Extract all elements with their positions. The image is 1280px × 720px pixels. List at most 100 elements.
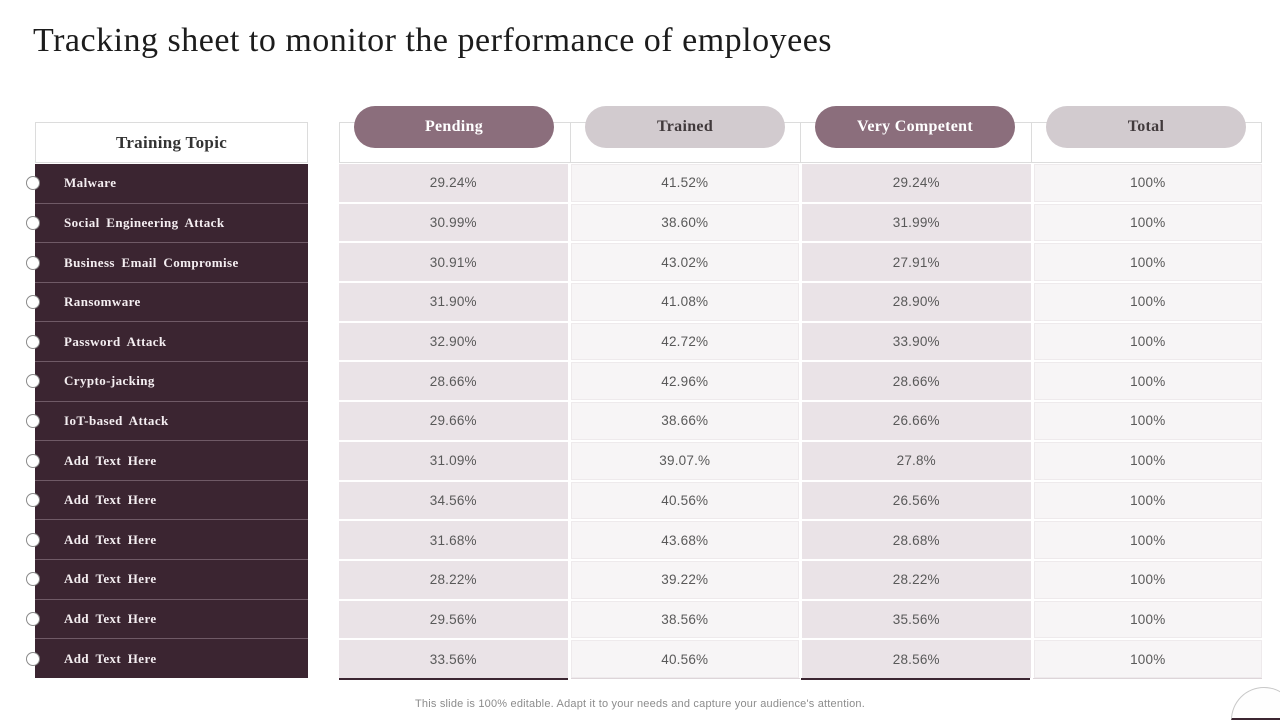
bullet-circle-icon <box>26 215 40 230</box>
table-cell: 28.66% <box>802 362 1031 401</box>
table-cell: 100% <box>1033 283 1262 321</box>
bullet-circle-icon <box>26 413 40 428</box>
table-row-topic[interactable]: Add Text Here <box>26 479 308 520</box>
very-competent-column-underline <box>801 678 1030 680</box>
table-cell: 31.09% <box>339 441 568 480</box>
table-cell: 29.24% <box>802 164 1031 202</box>
table-row-topic[interactable]: Ransomware <box>26 281 308 322</box>
bullet-circle-icon <box>26 493 40 508</box>
data-grid: 29.24% 41.52% 29.24% 100% 30.99% 38.60% 31.99%… <box>339 164 1262 678</box>
table-cell: 41.52% <box>570 164 799 202</box>
table-row-topic[interactable]: Crypto-jacking <box>26 361 308 401</box>
topic-label: Ransomware <box>64 294 141 310</box>
table-cell: 30.99% <box>339 203 568 242</box>
table-cell: 41.08% <box>570 283 799 321</box>
bullet-circle-icon <box>26 255 40 270</box>
table-cell: 100% <box>1033 203 1262 242</box>
topic-label: Add Text Here <box>64 611 157 626</box>
header-cell-divider <box>1030 123 1262 162</box>
table-cell: 100% <box>1033 243 1262 282</box>
table-cell: 29.56% <box>339 600 568 639</box>
table-cell: 27.91% <box>802 243 1031 282</box>
topic-label: Malware <box>64 175 117 191</box>
table-cell: 39.07.% <box>570 441 799 480</box>
table-row-topic[interactable]: Add Text Here <box>26 638 308 678</box>
table-cell: 42.72% <box>570 322 799 361</box>
table-cell: 28.22% <box>802 560 1031 599</box>
table-cell: 100% <box>1033 322 1262 361</box>
header-cell-divider <box>569 123 801 162</box>
table-cell: 27.8% <box>802 441 1031 480</box>
bullet-circle-icon <box>26 572 40 587</box>
table-cell: 100% <box>1033 521 1262 559</box>
table-cell: 32.90% <box>339 322 568 361</box>
table-cell: 28.68% <box>802 521 1031 559</box>
table-cell: 42.96% <box>570 362 799 401</box>
topic-label: Business Email Compromise <box>64 254 239 270</box>
table-cell: 30.91% <box>339 243 568 282</box>
table-cell: 40.56% <box>570 640 799 678</box>
trained-column-underline <box>571 678 800 679</box>
topic-rows: Malware Social Engineering Attack Busine… <box>26 164 308 678</box>
table-cell: 100% <box>1033 402 1262 440</box>
table-row-topic[interactable]: Business Email Compromise <box>26 242 308 282</box>
table-cell: 100% <box>1033 164 1262 202</box>
bullet-circle-icon <box>26 453 40 468</box>
bullet-circle-icon <box>26 532 40 547</box>
table-row-topic[interactable]: Add Text Here <box>26 598 308 639</box>
table-cell: 26.56% <box>802 481 1031 520</box>
page-title: Tracking sheet to monitor the performanc… <box>33 22 833 59</box>
table-row-topic[interactable]: Social Engineering Attack <box>26 202 308 243</box>
topic-label: Add Text Here <box>64 571 157 587</box>
table-cell: 100% <box>1033 640 1262 678</box>
table-cell: 29.24% <box>339 164 568 202</box>
table-cell: 31.68% <box>339 521 568 559</box>
table-row-topic[interactable]: Add Text Here <box>26 559 308 599</box>
editable-note: This slide is 100% editable. Adapt it to… <box>415 698 865 710</box>
table-row-topic[interactable]: Password Attack <box>26 321 308 362</box>
table-cell: 39.22% <box>570 560 799 599</box>
table-cell: 38.66% <box>570 402 799 440</box>
column-header-very-competent[interactable]: Very Competent <box>815 106 1015 148</box>
table-cell: 43.02% <box>570 243 799 282</box>
table-row-topic[interactable]: IoT-based Attack <box>26 400 308 441</box>
table-cell: 40.56% <box>570 481 799 520</box>
table-row-topic[interactable]: Malware <box>26 164 308 203</box>
table-cell: 34.56% <box>339 481 568 520</box>
topic-label: Add Text Here <box>64 650 157 666</box>
table-cell: 100% <box>1033 441 1262 480</box>
column-header-pending[interactable]: Pending <box>354 106 554 148</box>
topic-label: Add Text Here <box>64 531 157 547</box>
table-cell: 38.56% <box>570 600 799 639</box>
table-cell: 100% <box>1033 481 1262 520</box>
column-header-total[interactable]: Total <box>1046 106 1246 148</box>
table-cell: 28.90% <box>802 283 1031 321</box>
topic-label: Add Text Here <box>64 452 157 468</box>
table-cell: 38.60% <box>570 203 799 242</box>
bullet-circle-icon <box>26 651 40 666</box>
table-cell: 43.68% <box>570 521 799 559</box>
bullet-circle-icon <box>26 176 40 191</box>
bullet-circle-icon <box>26 374 40 389</box>
decorative-semicircle <box>1231 687 1280 720</box>
table-cell: 33.90% <box>802 322 1031 361</box>
column-header-trained[interactable]: Trained <box>585 106 785 148</box>
topic-label: IoT-based Attack <box>64 412 169 428</box>
table-cell: 31.99% <box>802 203 1031 242</box>
table-cell: 31.90% <box>339 283 568 321</box>
table-cell: 35.56% <box>802 600 1031 639</box>
table-cell: 28.56% <box>802 640 1031 678</box>
table-cell: 28.22% <box>339 560 568 599</box>
table-row-topic[interactable]: Add Text Here <box>26 440 308 480</box>
bullet-circle-icon <box>26 295 40 310</box>
pending-column-underline <box>339 678 568 680</box>
total-column-underline <box>1033 678 1262 679</box>
table-cell: 26.66% <box>802 402 1031 440</box>
table-cell: 29.66% <box>339 402 568 440</box>
topic-label: Social Engineering Attack <box>64 214 225 230</box>
table-cell: 100% <box>1033 362 1262 401</box>
table-cell: 28.66% <box>339 362 568 401</box>
table-row-topic[interactable]: Add Text Here <box>26 519 308 560</box>
bullet-circle-icon <box>26 612 40 626</box>
